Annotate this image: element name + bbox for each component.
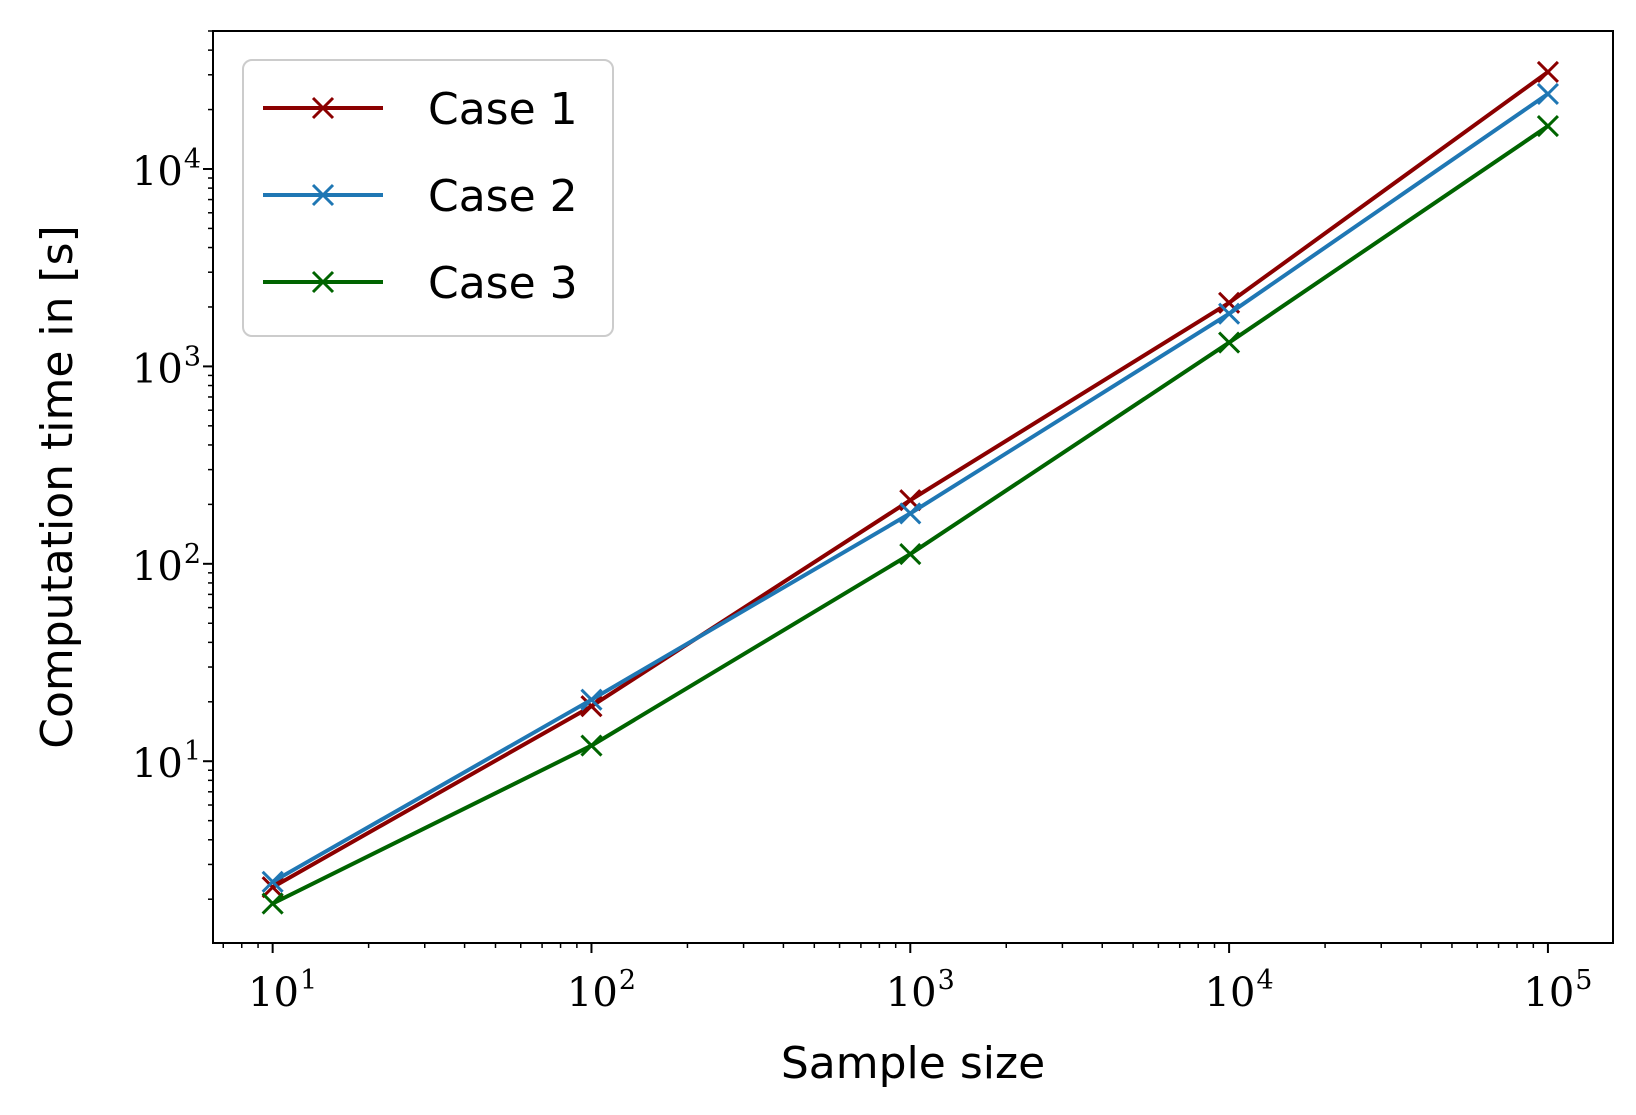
data-point-marker — [580, 695, 603, 718]
data-point-marker — [1536, 82, 1559, 105]
series-1 — [261, 60, 1559, 899]
data-point-marker — [899, 543, 922, 566]
data-point-marker — [261, 870, 284, 893]
series-2 — [261, 82, 1559, 893]
data-point-marker — [261, 892, 284, 915]
x-tick-label: 104 — [1205, 965, 1274, 1016]
x-tick-label: 105 — [1523, 965, 1592, 1016]
legend-entry-2: Case 2 — [263, 171, 578, 222]
data-point-marker — [580, 688, 603, 711]
data-point-marker — [899, 502, 922, 525]
legend-marker — [311, 96, 335, 120]
series-layer — [261, 60, 1559, 915]
legend-entry-3: Case 3 — [263, 258, 578, 309]
legend-entry-1: Case 1 — [263, 84, 578, 135]
data-point-marker — [580, 734, 603, 757]
legend-marker — [311, 183, 335, 207]
data-point-marker — [1536, 60, 1559, 84]
legend-marker — [311, 270, 335, 294]
x-tick-label: 101 — [248, 965, 317, 1016]
legend-box — [242, 59, 614, 337]
x-axis-title: Sample size — [781, 1038, 1045, 1089]
data-point-marker — [261, 876, 284, 899]
y-tick-label: 103 — [132, 341, 201, 392]
y-tick-label: 104 — [132, 144, 201, 195]
x-tick-label: 103 — [886, 965, 955, 1016]
legend-label: Case 1 — [428, 84, 578, 135]
series-3 — [261, 114, 1559, 915]
legend-label: Case 3 — [428, 258, 578, 309]
legend: Case 1 Case 2 Case 3 — [242, 59, 614, 337]
data-point-marker — [1218, 331, 1241, 354]
data-point-marker — [1536, 114, 1559, 138]
x-tick-label: 102 — [567, 965, 636, 1016]
y-axis-title: Computation time in [s] — [32, 225, 83, 749]
legend-label: Case 2 — [428, 171, 578, 222]
y-tick-label: 102 — [132, 539, 201, 590]
axes: 101 102 103 104 105 101 102 103 104 — [132, 30, 1614, 1016]
data-point-marker — [1218, 302, 1241, 325]
y-tick-label: 101 — [132, 736, 201, 787]
plot-frame — [212, 30, 1614, 944]
